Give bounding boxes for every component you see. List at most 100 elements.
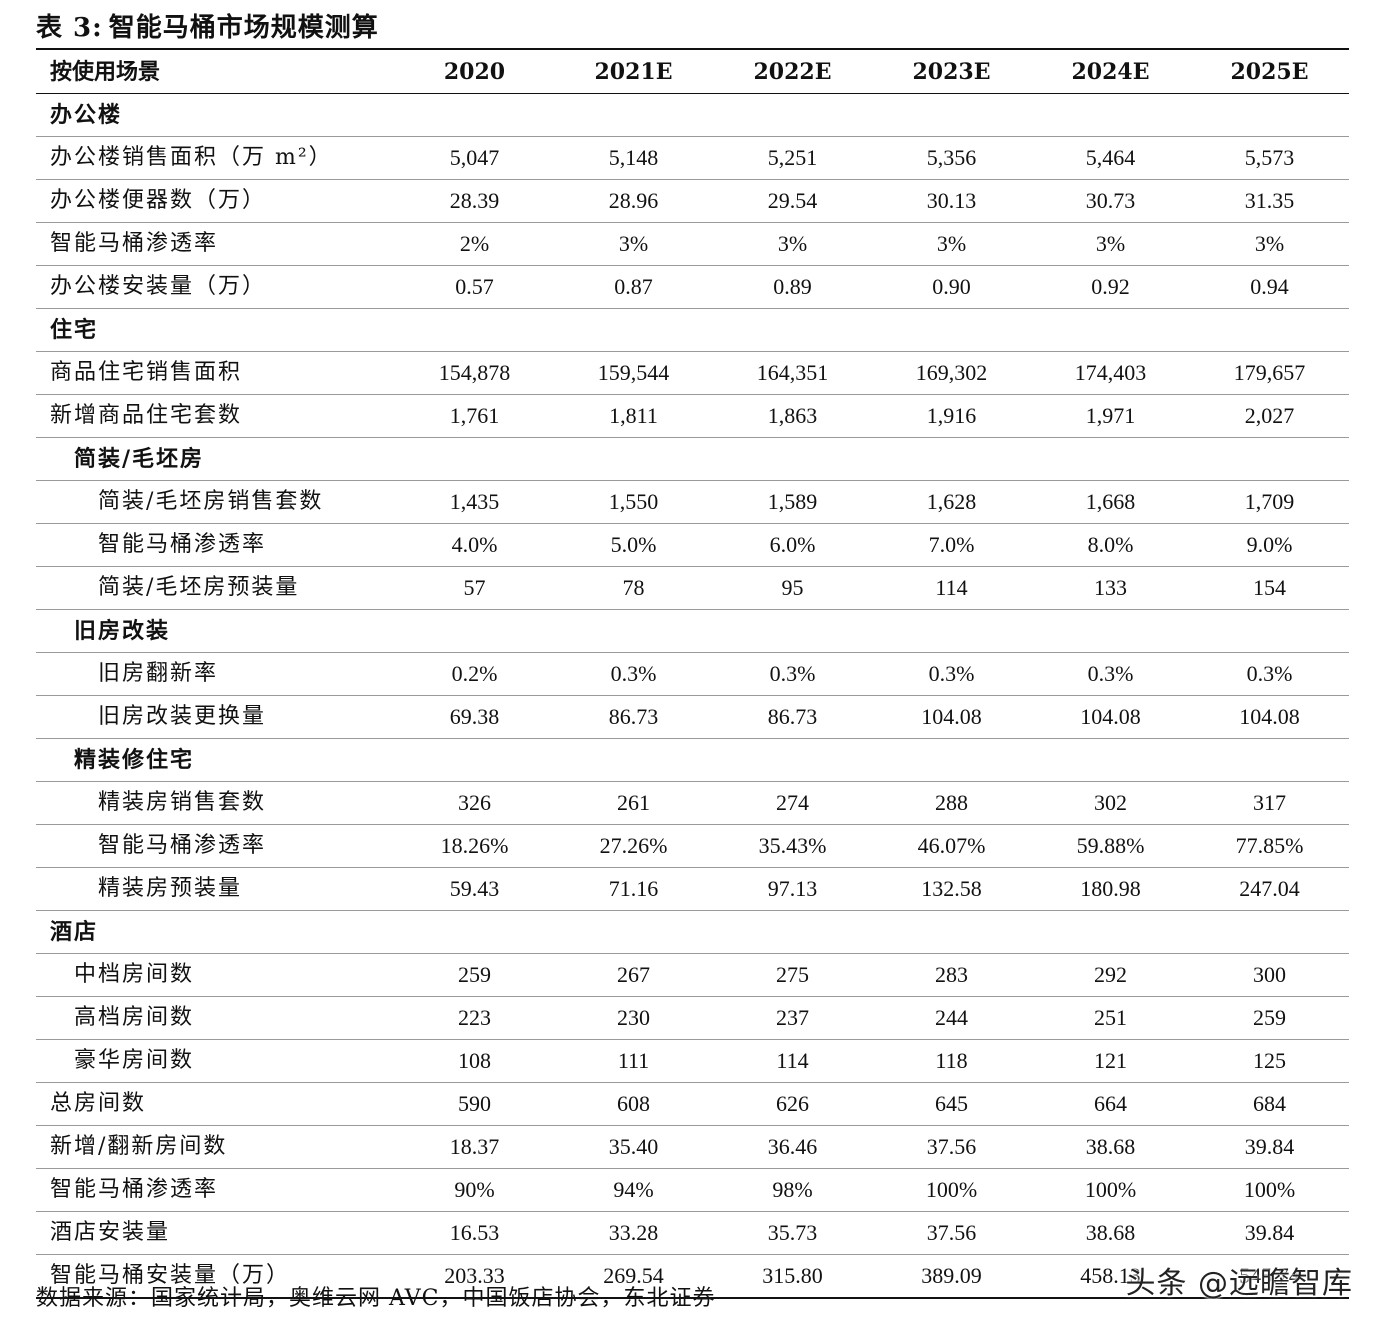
cell-value: 230 [554,996,713,1040]
row-label: 智能马桶渗透率 [36,1168,395,1212]
cell-value [1190,93,1349,137]
table-row: 简装/毛坯房销售套数 1,435 1,550 1,589 1,628 1,668 1,709 [36,480,1349,524]
row-label: 办公楼安装量（万） [36,265,395,309]
section-label: 简装/毛坯房 [36,437,395,481]
cell-value: 7.0% [872,523,1031,567]
section-row: 简装/毛坯房 [36,437,1349,481]
cell-value: 267 [554,953,713,997]
cell-value: 545.74 [1190,1254,1349,1299]
cell-value: 38.68 [1031,1211,1190,1255]
section-row: 住宅 [36,308,1349,352]
cell-value [1031,609,1190,653]
cell-value: 16.53 [395,1211,554,1255]
cell-value: 30.13 [872,179,1031,223]
cell-value: 39.84 [1190,1125,1349,1169]
cell-value: 244 [872,996,1031,1040]
cell-value [554,308,713,352]
table-row: 旧房改装更换量 69.38 86.73 86.73 104.08 104.08 104.08 [36,695,1349,739]
cell-value: 18.37 [395,1125,554,1169]
cell-value: 39.84 [1190,1211,1349,1255]
cell-value: 78 [554,566,713,610]
cell-value: 57 [395,566,554,610]
section-row: 酒店 [36,910,1349,954]
table-row: 酒店安装量 16.53 33.28 35.73 37.56 38.68 39.84 [36,1211,1349,1255]
cell-value [395,738,554,782]
cell-value [554,93,713,137]
cell-value [1190,308,1349,352]
cell-value: 0.2% [395,652,554,696]
row-label: 总房间数 [36,1082,395,1126]
cell-value: 251 [1031,996,1190,1040]
cell-value [395,93,554,137]
header-year: 2023E [872,48,1031,94]
cell-value: 35.43% [713,824,872,868]
table-title: 表 3: 智能马桶市场规模测算 [36,8,379,48]
cell-value: 223 [395,996,554,1040]
cell-value: 608 [554,1082,713,1126]
cell-value: 0.3% [713,652,872,696]
cell-value [872,738,1031,782]
cell-value: 35.40 [554,1125,713,1169]
table-row: 精装房销售套数 326 261 274 288 302 317 [36,781,1349,825]
section-row: 旧房改装 [36,609,1349,653]
cell-value: 1,628 [872,480,1031,524]
table-row: 新增商品住宅套数 1,761 1,811 1,863 1,916 1,971 2,027 [36,394,1349,438]
cell-value: 121 [1031,1039,1190,1083]
cell-value: 4.0% [395,523,554,567]
cell-value [1190,738,1349,782]
cell-value: 30.73 [1031,179,1190,223]
cell-value: 104.08 [1190,695,1349,739]
cell-value: 98% [713,1168,872,1212]
cell-value: 125 [1190,1039,1349,1083]
row-label: 简装/毛坯房销售套数 [36,480,395,524]
cell-value: 3% [1031,222,1190,266]
cell-value: 1,435 [395,480,554,524]
cell-value: 95 [713,566,872,610]
cell-value [1031,738,1190,782]
cell-value: 97.13 [713,867,872,911]
cell-value: 118 [872,1039,1031,1083]
header-year: 2021E [554,48,713,94]
table-title-number: 3: [73,13,103,43]
row-label: 中档房间数 [36,953,395,997]
cell-value: 132.58 [872,867,1031,911]
cell-value: 174,403 [1031,351,1190,395]
cell-value: 69.38 [395,695,554,739]
data-source-note: 数据来源：国家统计局，奥维云网 AVC，中国饭店协会，东北证券 [36,1286,716,1311]
section-label: 办公楼 [36,93,395,137]
table-row: 办公楼销售面积（万 m²） 5,047 5,148 5,251 5,356 5,464 5,… [36,136,1349,180]
cell-value: 0.3% [554,652,713,696]
cell-value [713,910,872,954]
table-row: 智能马桶渗透率 18.26% 27.26% 35.43% 46.07% 59.88% 77.… [36,824,1349,868]
cell-value: 108 [395,1039,554,1083]
row-label: 智能马桶渗透率 [36,523,395,567]
table-row: 智能马桶渗透率 4.0% 5.0% 6.0% 7.0% 8.0% 9.0% [36,523,1349,567]
cell-value: 1,811 [554,394,713,438]
cell-value: 3% [554,222,713,266]
cell-value [713,738,872,782]
cell-value [713,609,872,653]
cell-value: 0.3% [872,652,1031,696]
cell-value: 59.43 [395,867,554,911]
section-label: 旧房改装 [36,609,395,653]
cell-value: 9.0% [1190,523,1349,567]
cell-value: 2% [395,222,554,266]
row-label: 办公楼销售面积（万 m²） [36,136,395,180]
cell-value: 326 [395,781,554,825]
cell-value: 180.98 [1031,867,1190,911]
cell-value: 0.3% [1190,652,1349,696]
table-row: 办公楼安装量（万） 0.57 0.87 0.89 0.90 0.92 0.94 [36,265,1349,309]
cell-value: 6.0% [713,523,872,567]
cell-value: 0.90 [872,265,1031,309]
cell-value: 0.92 [1031,265,1190,309]
cell-value: 590 [395,1082,554,1126]
cell-value: 0.89 [713,265,872,309]
cell-value [1031,437,1190,481]
header-scenario: 按使用场景 [36,48,395,94]
cell-value [554,910,713,954]
header-year: 2025E [1190,48,1349,94]
cell-value: 5,356 [872,136,1031,180]
cell-value [713,437,872,481]
cell-value: 35.73 [713,1211,872,1255]
cell-value: 37.56 [872,1211,1031,1255]
